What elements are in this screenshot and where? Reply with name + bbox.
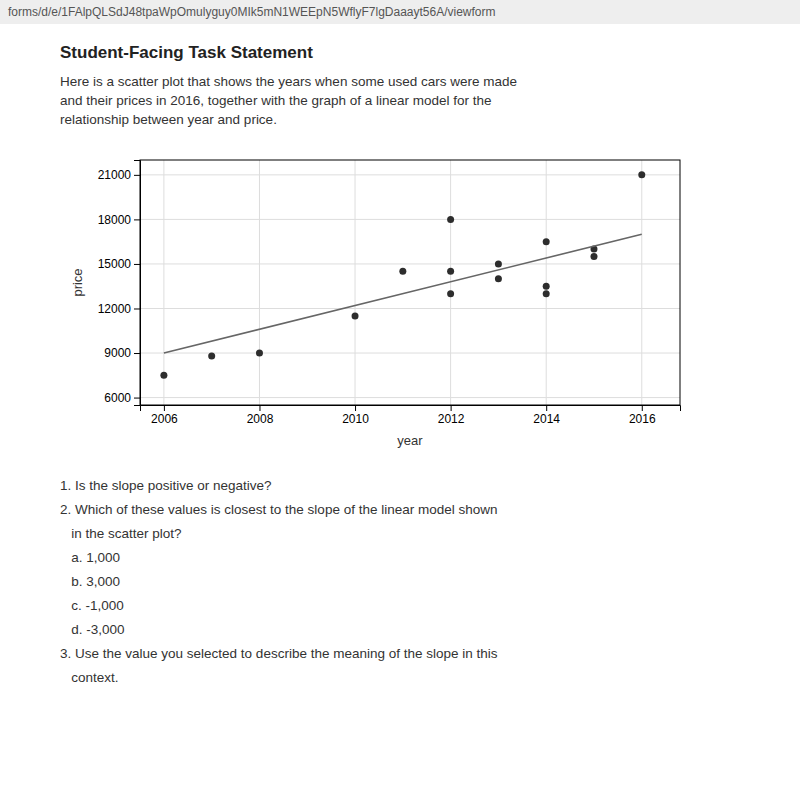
- x-tick-label: 2010: [342, 412, 369, 426]
- y-tick-label: 9000: [104, 346, 131, 360]
- x-tick-label: 2014: [533, 412, 560, 426]
- x-tick-mark: [642, 405, 643, 411]
- x-axis: 2006 2008 2010 2012 2014 2016: [141, 405, 681, 426]
- scatter-point: [495, 260, 502, 267]
- plot-frame: [140, 160, 680, 405]
- scatter-point: [543, 238, 550, 245]
- scatter-point: [590, 253, 597, 260]
- grid: [140, 160, 680, 405]
- x-grid-line: [641, 160, 642, 405]
- question: 1. Is the slope positive or negative?: [60, 478, 272, 493]
- question: c. -1,000: [60, 598, 124, 613]
- y-grid-line: [140, 263, 680, 264]
- y-tick: 6000: [104, 391, 140, 405]
- model-line: [164, 234, 642, 353]
- x-grid-line: [163, 160, 164, 405]
- x-tick: 2014: [533, 405, 560, 426]
- scatter-point: [447, 290, 454, 297]
- y-tick-label: 18000: [98, 213, 132, 227]
- y-tick: 21000: [98, 168, 140, 182]
- x-tick: 2010: [342, 405, 369, 426]
- scatter-point: [543, 283, 550, 290]
- question: context.: [60, 670, 119, 685]
- x-tick: 2016: [629, 405, 656, 426]
- url-bar: [0, 0, 800, 24]
- x-tick-label: 2016: [629, 412, 656, 426]
- description: and their prices in 2016, together with …: [60, 93, 492, 108]
- x-tick-mark: [164, 405, 165, 411]
- x-grid-line: [355, 160, 356, 405]
- question: 3. Use the value you selected to describ…: [60, 646, 498, 661]
- x-tick-label: 2008: [247, 412, 274, 426]
- question: a. 1,000: [60, 550, 120, 565]
- x-tick-mark: [451, 405, 452, 411]
- scatter-point: [495, 275, 502, 282]
- x-tick: 2006: [151, 405, 178, 426]
- x-tick-label: 2006: [151, 412, 178, 426]
- x-tick-mark: [546, 405, 547, 411]
- scatter-point: [543, 290, 550, 297]
- scatter-point: [352, 312, 359, 319]
- x-grid-line: [546, 160, 547, 405]
- marks: [160, 171, 645, 378]
- y-tick: 15000: [98, 257, 140, 271]
- x-tick: 2008: [247, 405, 274, 426]
- scatter-point: [399, 268, 406, 275]
- x-tick: 2012: [438, 405, 465, 426]
- title: Student-Facing Task Statement: [60, 43, 313, 62]
- scatter-point: [256, 350, 263, 357]
- question: in the scatter plot?: [60, 526, 182, 541]
- y-grid-line: [140, 174, 680, 175]
- scatter-point: [638, 171, 645, 178]
- y-grid-line: [140, 308, 680, 309]
- url-text: forms/d/e/1FAlpQLSdJ48tpaWpOmulyguy0MIk5…: [8, 5, 496, 19]
- x-axis-line: [141, 406, 681, 412]
- y-grid-line: [140, 353, 680, 354]
- y-tick-mark: [134, 219, 140, 220]
- y-tick: 9000: [104, 346, 140, 360]
- x-tick-mark: [259, 405, 260, 411]
- question: 2. Which of these values is closest to t…: [60, 502, 497, 517]
- y-tick-mark: [134, 353, 140, 354]
- description: Here is a scatter plot that shows the ye…: [60, 74, 517, 89]
- y-tick: 12000: [98, 302, 140, 316]
- x-grid-line: [259, 160, 260, 405]
- scatter-point: [208, 353, 215, 360]
- y-grid-line: [140, 219, 680, 220]
- y-axis-title: price: [70, 268, 85, 296]
- y-tick-mark: [134, 264, 140, 265]
- x-tick-mark: [355, 405, 356, 411]
- page: forms/d/e/1FAlpQLSdJ48tpaWpOmulyguy0MIk5…: [0, 0, 800, 800]
- y-tick-mark: [134, 308, 140, 309]
- chart: 2006 2008 2010 2012 2014 2016 6000 9000 12000 150…: [70, 160, 681, 448]
- y-tick-label: 21000: [98, 168, 132, 182]
- y-tick-mark: [134, 175, 140, 176]
- y-axis: 6000 9000 12000 15000 18000 21000: [98, 161, 141, 406]
- scatter-point: [160, 372, 167, 379]
- x-axis-title: year: [397, 433, 423, 448]
- y-tick: 18000: [98, 213, 140, 227]
- description: relationship between year and price.: [60, 112, 277, 127]
- question: d. -3,000: [60, 622, 125, 637]
- y-grid-line: [140, 397, 680, 398]
- scatter-point: [447, 216, 454, 223]
- y-tick-mark: [134, 398, 140, 399]
- question: b. 3,000: [60, 574, 120, 589]
- y-tick-label: 15000: [98, 257, 132, 271]
- scatter-point: [447, 268, 454, 275]
- y-tick-label: 6000: [104, 391, 131, 405]
- y-tick-label: 12000: [98, 302, 132, 316]
- x-tick-label: 2012: [438, 412, 465, 426]
